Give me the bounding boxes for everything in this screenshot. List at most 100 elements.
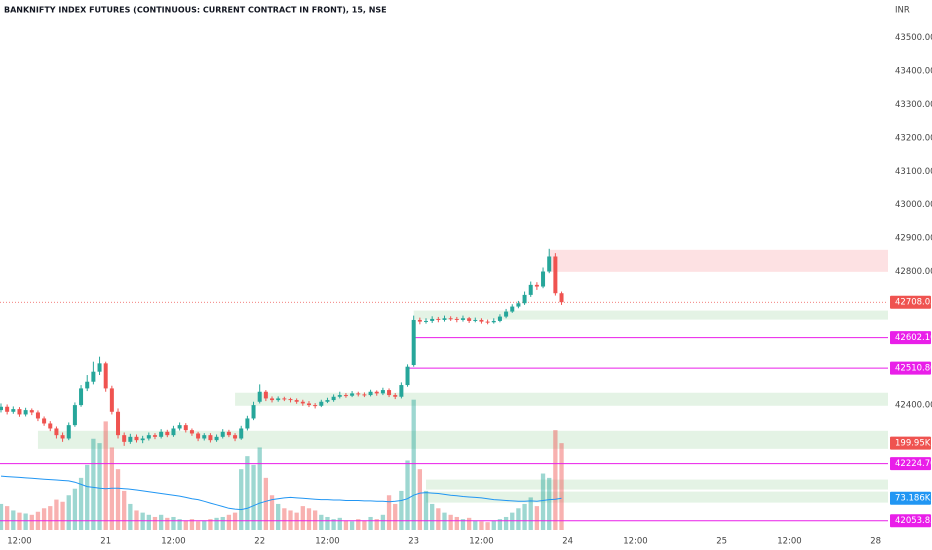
candle-body bbox=[510, 306, 515, 312]
zone bbox=[426, 479, 888, 490]
volume-bar bbox=[405, 460, 410, 530]
candle-body bbox=[103, 363, 108, 389]
candle-body bbox=[270, 398, 275, 401]
candle-body bbox=[196, 433, 201, 439]
volume-bar bbox=[29, 514, 34, 530]
candle-body bbox=[109, 388, 114, 412]
volume-bar bbox=[306, 508, 312, 530]
volume-bar bbox=[528, 497, 533, 530]
volume-bar bbox=[97, 443, 102, 530]
candle-body bbox=[276, 398, 281, 401]
volume-bar bbox=[263, 477, 269, 530]
zone bbox=[426, 491, 888, 503]
candle-body bbox=[226, 431, 231, 436]
candle-body bbox=[380, 390, 385, 394]
candles bbox=[0, 248, 564, 446]
candle-body bbox=[442, 318, 447, 320]
volume-bar bbox=[122, 490, 127, 530]
level-label-box bbox=[890, 457, 931, 471]
candle-body bbox=[183, 425, 188, 431]
volume-bar bbox=[220, 516, 225, 530]
candle-body bbox=[553, 256, 558, 294]
volume-bar bbox=[60, 501, 65, 530]
volume-bar bbox=[245, 456, 250, 530]
candle-body bbox=[60, 435, 65, 439]
candle-body bbox=[214, 436, 219, 441]
volume-bar bbox=[423, 490, 429, 530]
candle-body bbox=[356, 393, 361, 395]
volume-bar bbox=[152, 516, 158, 530]
ma-label: 73.186K bbox=[895, 494, 931, 504]
volume-bar bbox=[300, 506, 305, 530]
candle-body bbox=[263, 391, 268, 399]
axes: 43500.00 43400.00 43300.00 43200.00 43100.00… bbox=[7, 33, 932, 546]
volume-bar bbox=[522, 503, 527, 530]
candle-body bbox=[146, 435, 151, 439]
volume-bar bbox=[146, 514, 151, 530]
volume-bar bbox=[85, 464, 90, 530]
candle-body bbox=[417, 319, 422, 322]
x-tick-label: 21 bbox=[100, 537, 111, 547]
volume-bar bbox=[442, 512, 447, 530]
candle-body bbox=[460, 318, 465, 320]
candle-body bbox=[319, 401, 324, 406]
zone bbox=[37, 430, 888, 449]
volume-bar bbox=[128, 503, 133, 530]
volume-bar bbox=[325, 516, 330, 530]
currency: INR bbox=[895, 6, 910, 16]
volume-bar bbox=[41, 508, 47, 530]
candle-body bbox=[79, 388, 84, 406]
zone bbox=[549, 249, 888, 272]
volume-bar bbox=[257, 447, 262, 530]
volume-bar bbox=[232, 512, 238, 530]
candle-body bbox=[325, 400, 330, 402]
candle-body bbox=[0, 406, 3, 411]
candle-body bbox=[454, 318, 459, 320]
y-tick-label: 43000.00 bbox=[895, 200, 932, 210]
volume-bar bbox=[158, 514, 164, 530]
volume-bar bbox=[386, 495, 392, 530]
volume-bar bbox=[171, 516, 176, 530]
candle-body bbox=[534, 284, 539, 287]
candle-body bbox=[559, 293, 564, 303]
volume-bar bbox=[17, 512, 22, 530]
candle-body bbox=[411, 319, 416, 366]
candle-body bbox=[72, 405, 77, 426]
candle-body bbox=[152, 435, 157, 437]
zones bbox=[37, 249, 888, 503]
volume-bar bbox=[417, 469, 423, 530]
candle-body bbox=[23, 410, 28, 415]
level-label-box bbox=[890, 361, 931, 375]
y-tick-label: 42400.00 bbox=[895, 401, 932, 411]
volume-bar bbox=[66, 495, 71, 530]
volume-bar bbox=[516, 508, 521, 530]
volume-bar bbox=[503, 516, 509, 530]
volume-bar bbox=[140, 512, 145, 530]
candle-body bbox=[306, 403, 311, 406]
levels bbox=[0, 301, 888, 522]
x-tick-label: 12:00 bbox=[161, 537, 186, 547]
candle-body bbox=[294, 400, 299, 402]
volume-ma bbox=[0, 475, 562, 511]
volume-bar bbox=[491, 520, 496, 530]
volume-bar bbox=[380, 514, 386, 530]
candle-body bbox=[48, 423, 53, 429]
volume-bar bbox=[214, 517, 219, 530]
volume-bar bbox=[399, 490, 404, 530]
candle-body bbox=[448, 318, 453, 320]
volume-bar bbox=[460, 519, 466, 530]
volume-bar bbox=[368, 516, 373, 530]
candle-body bbox=[436, 318, 441, 320]
volume-bar bbox=[294, 512, 299, 530]
volume-bar bbox=[54, 499, 59, 530]
x-tick-label: 22 bbox=[254, 537, 265, 547]
volume-bar bbox=[269, 495, 275, 530]
volume-bar bbox=[202, 520, 207, 530]
last-price-label-box bbox=[890, 295, 931, 309]
candle-body bbox=[313, 405, 318, 407]
candle-body bbox=[85, 381, 90, 389]
level-label: 42224.70 bbox=[895, 459, 932, 469]
candle-body bbox=[541, 271, 546, 287]
ma-label-box bbox=[890, 491, 931, 505]
candle-body bbox=[547, 256, 552, 272]
